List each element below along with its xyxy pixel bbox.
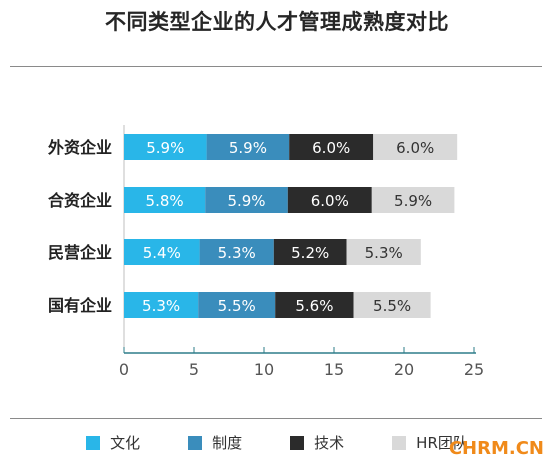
bar-segment (205, 187, 288, 213)
data-label: 6.0% (311, 192, 349, 210)
data-label: 5.9% (394, 192, 432, 210)
data-label: 5.3% (142, 297, 180, 315)
legend-item: 文化 (86, 432, 140, 453)
chart-title: 不同类型企业的人才管理成熟度对比 (105, 10, 449, 34)
x-tick-label: 25 (464, 360, 484, 379)
category-label: 民营企业 (48, 243, 112, 262)
legend-item: HR团队 (392, 432, 468, 453)
stacked-bar-chart: 0 5 10 15 20 25 外资企业 5.9% 5.9% 6.0% 6.0% 合资企业 5.8% 5.… (47, 125, 484, 379)
data-label: 6.0% (396, 139, 434, 157)
legend-swatch (290, 435, 305, 450)
bar-segment (206, 134, 290, 160)
bar-segment (373, 134, 458, 160)
x-tick-label: 5 (189, 360, 199, 379)
bar-segment (273, 239, 347, 265)
bar-segment (275, 292, 354, 318)
bottom-divider (10, 418, 542, 419)
bar-segment (124, 187, 206, 213)
legend-item: 制度 (188, 432, 242, 453)
category-label: 合资企业 (48, 191, 112, 210)
bar-segment (289, 134, 374, 160)
data-label: 5.5% (218, 297, 256, 315)
top-divider (10, 66, 542, 67)
bar-segment (124, 239, 200, 265)
x-tick-label: 15 (324, 360, 344, 379)
data-label: 5.5% (373, 297, 411, 315)
data-label: 5.8% (146, 192, 184, 210)
x-tick-label: 10 (254, 360, 274, 379)
legend-label: HR团队 (416, 434, 468, 452)
watermark-logo: CHRM.CN (448, 438, 544, 459)
bar-segment (124, 292, 199, 318)
legend-label: 文化 (110, 434, 141, 452)
data-label: 5.3% (218, 244, 256, 262)
legend-swatch (392, 435, 407, 450)
bar-segment (287, 187, 372, 213)
legend-item: 技术 (290, 432, 344, 453)
data-label: 5.3% (365, 244, 403, 262)
data-label: 5.9% (229, 139, 267, 157)
bar-segment (346, 239, 421, 265)
data-label: 5.6% (295, 297, 333, 315)
data-label: 5.9% (146, 139, 184, 157)
x-tick-label: 20 (394, 360, 414, 379)
data-label: 5.4% (143, 244, 181, 262)
legend-swatch (86, 435, 101, 450)
data-label: 5.2% (291, 244, 329, 262)
bar-segment (199, 239, 274, 265)
bar-segment (124, 134, 207, 160)
data-label: 5.9% (227, 192, 265, 210)
x-tick-label: 0 (119, 360, 129, 379)
bar-segment (371, 187, 455, 213)
legend-swatch (188, 435, 203, 450)
chart-legend: 文化 制度 技术 HR团队 (0, 432, 554, 453)
category-label: 国有企业 (48, 296, 112, 315)
bar-segment (353, 292, 431, 318)
bar-segment (198, 292, 276, 318)
data-label: 6.0% (312, 139, 350, 157)
legend-label: 制度 (212, 434, 243, 452)
legend-label: 技术 (314, 434, 345, 452)
category-label: 外资企业 (47, 138, 112, 157)
